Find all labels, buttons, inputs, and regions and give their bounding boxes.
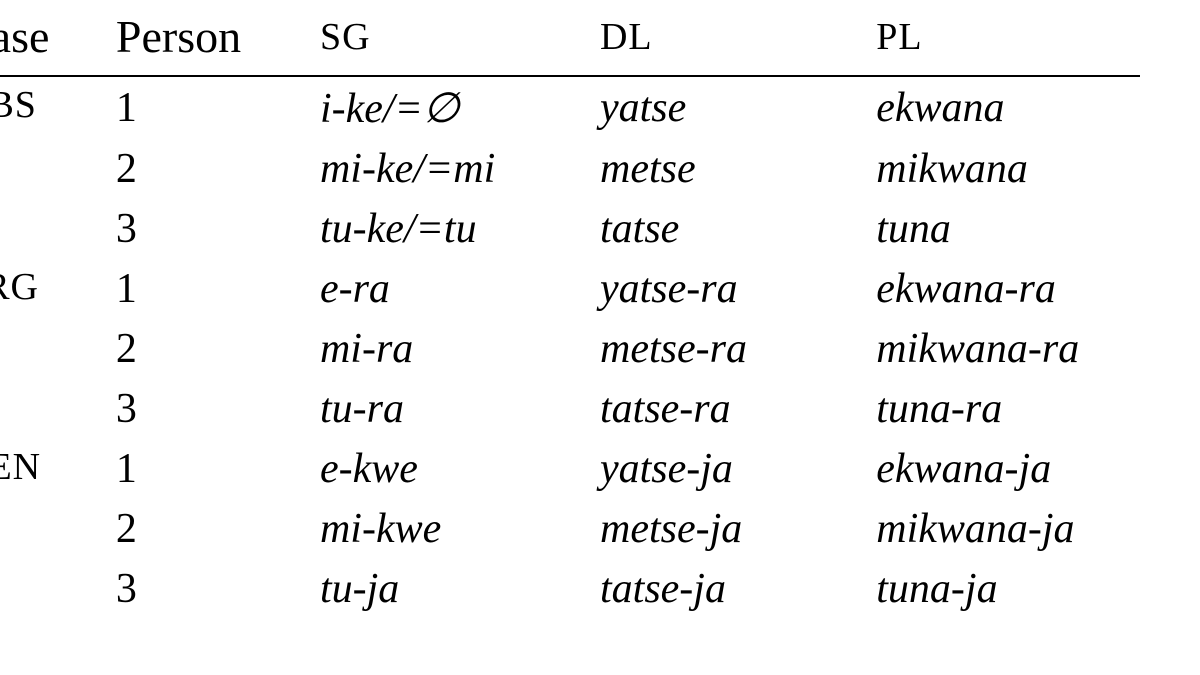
table-row: 3 tu-ra tatse-ra tuna-ra	[0, 379, 1140, 439]
table-row: ABS 1 i-ke/=∅ yatse ekwana	[0, 76, 1140, 139]
person-cell: 1	[96, 439, 300, 499]
case-cell	[0, 199, 96, 259]
pl-cell: mikwana-ja	[856, 499, 1140, 559]
sg-cell: tu-ra	[300, 379, 580, 439]
sg-cell: mi-ke/=mi	[300, 139, 580, 199]
table-row: 2 mi-ra metse-ra mikwana-ra	[0, 319, 1140, 379]
dl-cell: yatse-ja	[580, 439, 856, 499]
sg-cell: e-ra	[300, 259, 580, 319]
table-body: ABS 1 i-ke/=∅ yatse ekwana 2 mi-ke/=mi m…	[0, 76, 1140, 619]
pl-cell: ekwana-ja	[856, 439, 1140, 499]
table-row: ERG 1 e-ra yatse-ra ekwana-ra	[0, 259, 1140, 319]
case-cell	[0, 559, 96, 619]
person-cell: 1	[96, 76, 300, 139]
sg-cell: tu-ke/=tu	[300, 199, 580, 259]
sg-cell: tu-ja	[300, 559, 580, 619]
table-row: 2 mi-kwe metse-ja mikwana-ja	[0, 499, 1140, 559]
case-cell: ERG	[0, 259, 96, 319]
sg-cell: mi-ra	[300, 319, 580, 379]
dl-cell: metse-ra	[580, 319, 856, 379]
person-cell: 1	[96, 259, 300, 319]
sg-cell: mi-kwe	[300, 499, 580, 559]
pl-cell: tuna	[856, 199, 1140, 259]
header-dl: DL	[580, 2, 856, 76]
case-cell: ABS	[0, 76, 96, 139]
person-cell: 3	[96, 199, 300, 259]
person-cell: 3	[96, 379, 300, 439]
table-row: 2 mi-ke/=mi metse mikwana	[0, 139, 1140, 199]
sg-cell: i-ke/=∅	[300, 76, 580, 139]
dl-cell: yatse-ra	[580, 259, 856, 319]
header-pl: PL	[856, 2, 1140, 76]
table-row: 3 tu-ke/=tu tatse tuna	[0, 199, 1140, 259]
pl-cell: mikwana	[856, 139, 1140, 199]
case-cell	[0, 319, 96, 379]
pl-cell: mikwana-ra	[856, 319, 1140, 379]
table-row: GEN 1 e-kwe yatse-ja ekwana-ja	[0, 439, 1140, 499]
pl-cell: tuna-ja	[856, 559, 1140, 619]
table-row: 3 tu-ja tatse-ja tuna-ja	[0, 559, 1140, 619]
pl-cell: ekwana	[856, 76, 1140, 139]
case-cell: GEN	[0, 439, 96, 499]
person-cell: 3	[96, 559, 300, 619]
table-header: Case Person SG DL PL	[0, 2, 1140, 76]
case-cell	[0, 139, 96, 199]
pl-cell: tuna-ra	[856, 379, 1140, 439]
sg-cell: e-kwe	[300, 439, 580, 499]
person-cell: 2	[96, 499, 300, 559]
header-case: Case	[0, 2, 96, 76]
case-cell	[0, 499, 96, 559]
pl-cell: ekwana-ra	[856, 259, 1140, 319]
dl-cell: metse	[580, 139, 856, 199]
dl-cell: metse-ja	[580, 499, 856, 559]
dl-cell: tatse-ra	[580, 379, 856, 439]
header-sg: SG	[300, 2, 580, 76]
header-person: Person	[96, 2, 300, 76]
person-cell: 2	[96, 319, 300, 379]
dl-cell: tatse-ja	[580, 559, 856, 619]
dl-cell: yatse	[580, 76, 856, 139]
case-cell	[0, 379, 96, 439]
pronoun-paradigm-table: Case Person SG DL PL ABS 1 i-ke/=∅ yatse…	[0, 2, 1140, 619]
dl-cell: tatse	[580, 199, 856, 259]
person-cell: 2	[96, 139, 300, 199]
